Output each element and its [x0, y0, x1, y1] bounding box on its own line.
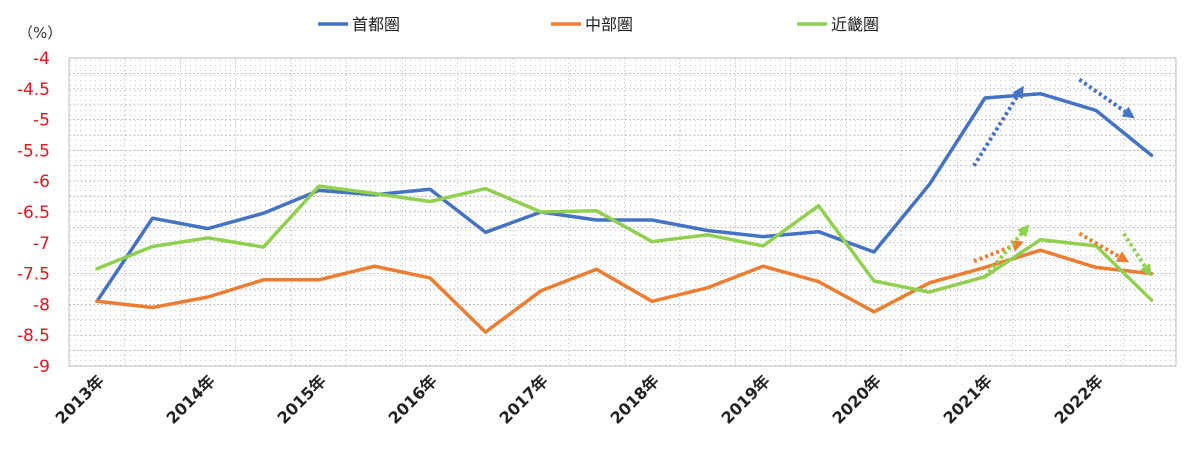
trend-arrow-head	[1139, 263, 1152, 277]
y-tick-label: -9	[33, 357, 50, 377]
y-tick-label: -6.5	[17, 203, 50, 223]
x-tick-label: 2014年	[163, 371, 219, 427]
trend-arrows	[972, 77, 1152, 278]
y-tick-labels: -4 -4.5 -5 -5.5 -6 -6.5 -7 -7.5 -8 -8.5 -9	[17, 49, 50, 377]
trend-arrow	[1078, 231, 1120, 259]
legend-label: 中部圏	[585, 15, 633, 34]
trend-arrow	[972, 94, 1020, 167]
x-tick-label: 2019年	[718, 371, 774, 427]
y-tick-label: -4.5	[17, 80, 50, 100]
legend-label: 近畿圏	[831, 15, 879, 34]
x-tick-label: 2021年	[940, 371, 996, 427]
gridlines	[68, 57, 1176, 367]
x-tick-label: 2015年	[274, 371, 330, 427]
x-tick-label: 2020年	[829, 371, 885, 427]
y-tick-label: -8	[33, 295, 50, 315]
x-tick-label: 2022年	[1051, 371, 1107, 427]
y-tick-label: -8.5	[17, 326, 50, 346]
x-tick-label: 2017年	[496, 371, 552, 427]
series-line	[95, 184, 1154, 302]
x-tick-label: 2018年	[607, 371, 663, 427]
series-line	[95, 91, 1154, 304]
trend-arrow	[1122, 232, 1147, 268]
series-lines	[95, 91, 1154, 334]
x-tick-label: 2016年	[385, 371, 441, 427]
y-tick-label: -5	[33, 111, 50, 131]
y-tick-label: -4	[33, 49, 50, 69]
series-line	[95, 248, 1154, 334]
x-tick-label: 2013年	[52, 371, 108, 427]
y-tick-label: -7	[33, 234, 50, 254]
y-tick-label: -6	[33, 172, 50, 192]
x-tick-labels: 2013年 2014年 2015年 2016年 2017年 2018年 2019年 2020年…	[52, 371, 1107, 427]
legend: 首都圏 中部圏 近畿圏	[318, 15, 879, 34]
legend-label: 首都圏	[352, 15, 400, 34]
trend-arrow-head	[1012, 85, 1024, 100]
trend-arrow-head	[1121, 106, 1135, 119]
y-tick-label: -5.5	[17, 141, 50, 161]
y-axis-unit-label: （%）	[18, 24, 62, 42]
trend-arrow-head	[1017, 224, 1030, 238]
trend-arrow	[973, 244, 1014, 264]
trend-arrow-head	[1115, 251, 1130, 263]
y-tick-label: -7.5	[17, 265, 50, 285]
